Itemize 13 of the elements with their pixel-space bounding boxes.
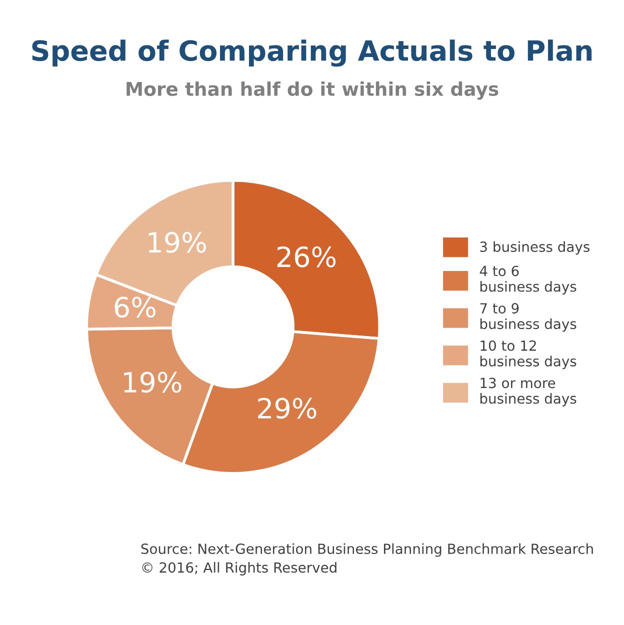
legend-label: 10 to 12 business days	[480, 340, 576, 370]
data-label: 19%	[148, 232, 206, 253]
legend-label: 3 business days	[480, 241, 590, 255]
data-label: 29%	[258, 398, 316, 419]
source-note: Source: Next-Generation Business Planning Benchmark Research © 2016; All Rights Reserved	[141, 543, 593, 576]
data-label: 6%	[114, 296, 156, 318]
legend-label: 7 to 9 business days	[480, 303, 576, 332]
legend-label: 13 or more business days	[480, 378, 576, 406]
data-label: 19%	[124, 372, 182, 393]
chart-title: Speed of Comparing Actuals to Plan	[32, 40, 592, 67]
legend-label: 4 to 6 business days	[480, 266, 576, 294]
chart-subtitle: More than half do it within six days	[126, 81, 498, 100]
data-label: 26%	[277, 246, 336, 268]
